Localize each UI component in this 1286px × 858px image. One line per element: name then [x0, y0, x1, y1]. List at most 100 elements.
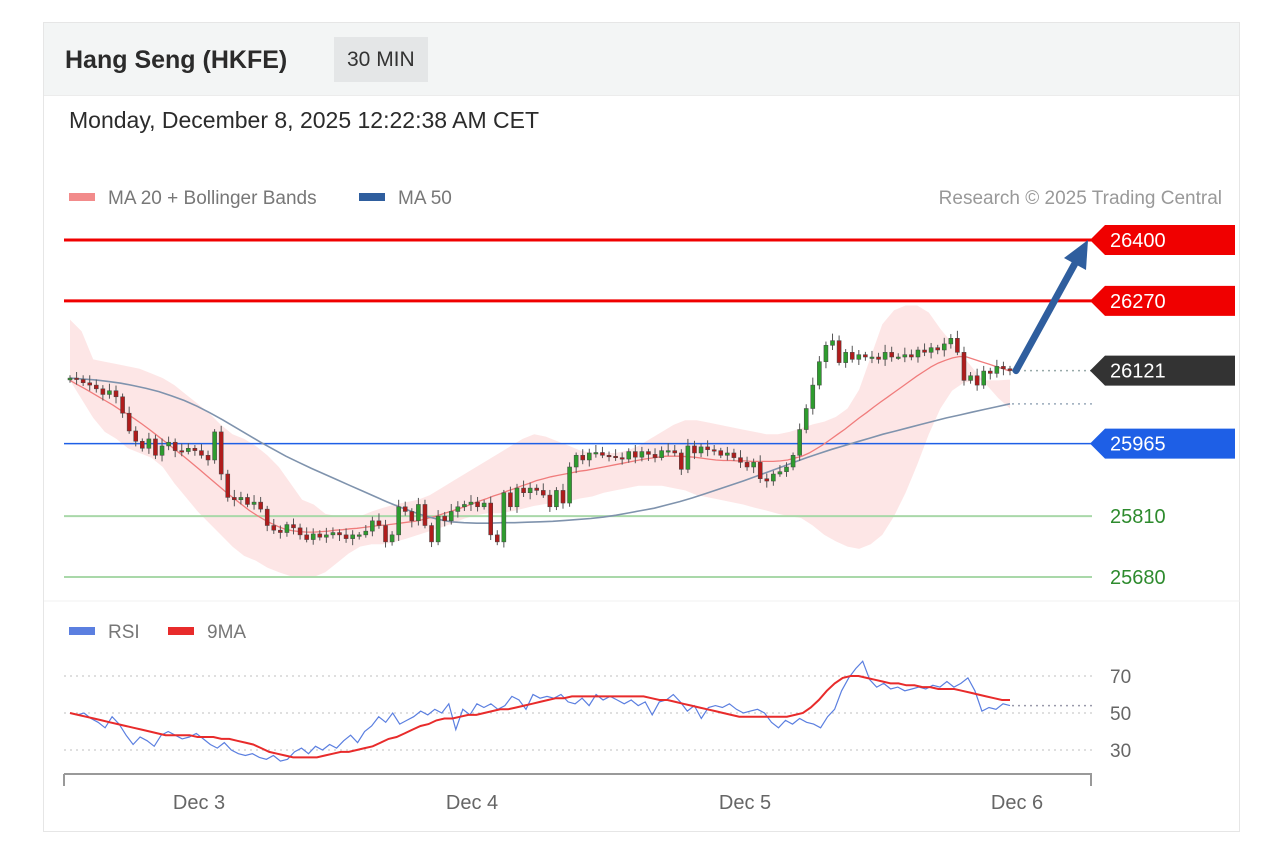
- level-badge-25965: 25965: [1090, 428, 1235, 459]
- candle: [902, 347, 908, 363]
- candle: [731, 448, 737, 461]
- candle: [363, 525, 369, 538]
- candle: [560, 483, 566, 509]
- candle: [140, 438, 145, 452]
- candle: [876, 352, 881, 364]
- candle: [172, 438, 178, 458]
- candle: [389, 531, 395, 546]
- candle: [613, 449, 618, 461]
- level-label: 26270: [1110, 291, 1166, 313]
- candle: [1001, 361, 1006, 376]
- timeframe-badge[interactable]: 30 MIN: [334, 37, 428, 82]
- candle: [212, 429, 217, 464]
- candle: [462, 500, 467, 512]
- ma50-line: [69, 377, 1011, 524]
- candle: [494, 530, 500, 546]
- candle: [817, 356, 822, 390]
- level-label: 25680: [1110, 567, 1166, 589]
- bollinger-bands: [70, 305, 1010, 578]
- candle: [317, 530, 323, 541]
- candle: [422, 499, 428, 529]
- candle: [915, 346, 921, 363]
- candle: [751, 458, 756, 474]
- candle: [665, 443, 671, 456]
- candlesticks: [67, 330, 1013, 548]
- candle: [652, 448, 658, 463]
- candle: [698, 443, 704, 458]
- candle: [442, 511, 447, 527]
- candle: [541, 483, 546, 498]
- candle: [94, 379, 99, 393]
- level-badge-26121: 26121: [1090, 355, 1235, 386]
- candle: [830, 333, 835, 350]
- level-label: 26121: [1110, 361, 1166, 383]
- level-badges: 26400 26270 26121 25965 25810 25680: [1090, 225, 1235, 589]
- candle: [113, 385, 119, 404]
- candle: [278, 525, 283, 539]
- legend-9ma-swatch: [168, 627, 194, 635]
- candle: [955, 330, 960, 356]
- candle: [205, 450, 211, 466]
- candle: [856, 349, 862, 365]
- candle: [383, 519, 388, 548]
- candle: [869, 350, 875, 364]
- candle: [1007, 365, 1013, 376]
- candle: [396, 499, 401, 541]
- candle: [120, 393, 125, 418]
- candle: [593, 445, 599, 458]
- candle: [784, 462, 789, 477]
- candle: [757, 455, 763, 483]
- candle: [192, 445, 198, 456]
- candle: [988, 367, 993, 380]
- candle: [981, 365, 986, 389]
- candle: [179, 443, 185, 457]
- candle: [600, 446, 605, 459]
- legend-ma50-label: MA 50: [398, 188, 452, 209]
- candle: [514, 483, 520, 513]
- candle: [199, 444, 204, 459]
- candle: [159, 438, 165, 462]
- candle: [488, 496, 493, 541]
- candle: [744, 456, 750, 471]
- candle: [974, 368, 980, 391]
- candle: [350, 530, 355, 546]
- candle: [777, 465, 783, 477]
- candle: [186, 443, 191, 455]
- candle: [738, 450, 743, 468]
- candle: [961, 346, 967, 386]
- candle: [764, 473, 770, 488]
- candle: [356, 532, 362, 540]
- candle: [994, 359, 1000, 378]
- rsi-tick-30: 30: [1110, 741, 1131, 762]
- candle: [238, 491, 244, 505]
- forecast-arrow: [1012, 240, 1088, 375]
- candle: [310, 528, 316, 545]
- legend-ma20-swatch: [69, 193, 95, 201]
- candle: [330, 527, 336, 539]
- candle: [153, 434, 158, 460]
- candle: [284, 521, 290, 537]
- candle: [718, 447, 724, 459]
- level-badge-26400: 26400: [1090, 225, 1235, 255]
- candle: [376, 513, 382, 529]
- candle: [501, 489, 507, 548]
- candle: [416, 497, 421, 526]
- instrument-title: Hang Seng (HKFE): [65, 46, 288, 74]
- candle: [863, 351, 868, 361]
- rsi-series-9ma: [69, 675, 1010, 759]
- candle: [922, 343, 927, 357]
- x-axis: Dec 3 Dec 4 Dec 5 Dec 6: [63, 773, 1092, 814]
- candle: [455, 501, 461, 518]
- candle: [409, 508, 415, 528]
- level-badge-shape: [1090, 225, 1235, 255]
- candle: [679, 449, 684, 475]
- candle: [402, 501, 408, 516]
- level-badge-shape: [1090, 285, 1235, 316]
- candle: [619, 452, 625, 465]
- candle: [554, 487, 559, 511]
- legend-main: MA 20 + Bollinger Bands MA 50 Research ©…: [69, 188, 1222, 209]
- candle: [126, 406, 132, 434]
- candle: [508, 486, 513, 511]
- x-tick-label: Dec 5: [719, 792, 771, 814]
- legend-9ma-label: 9MA: [207, 622, 246, 643]
